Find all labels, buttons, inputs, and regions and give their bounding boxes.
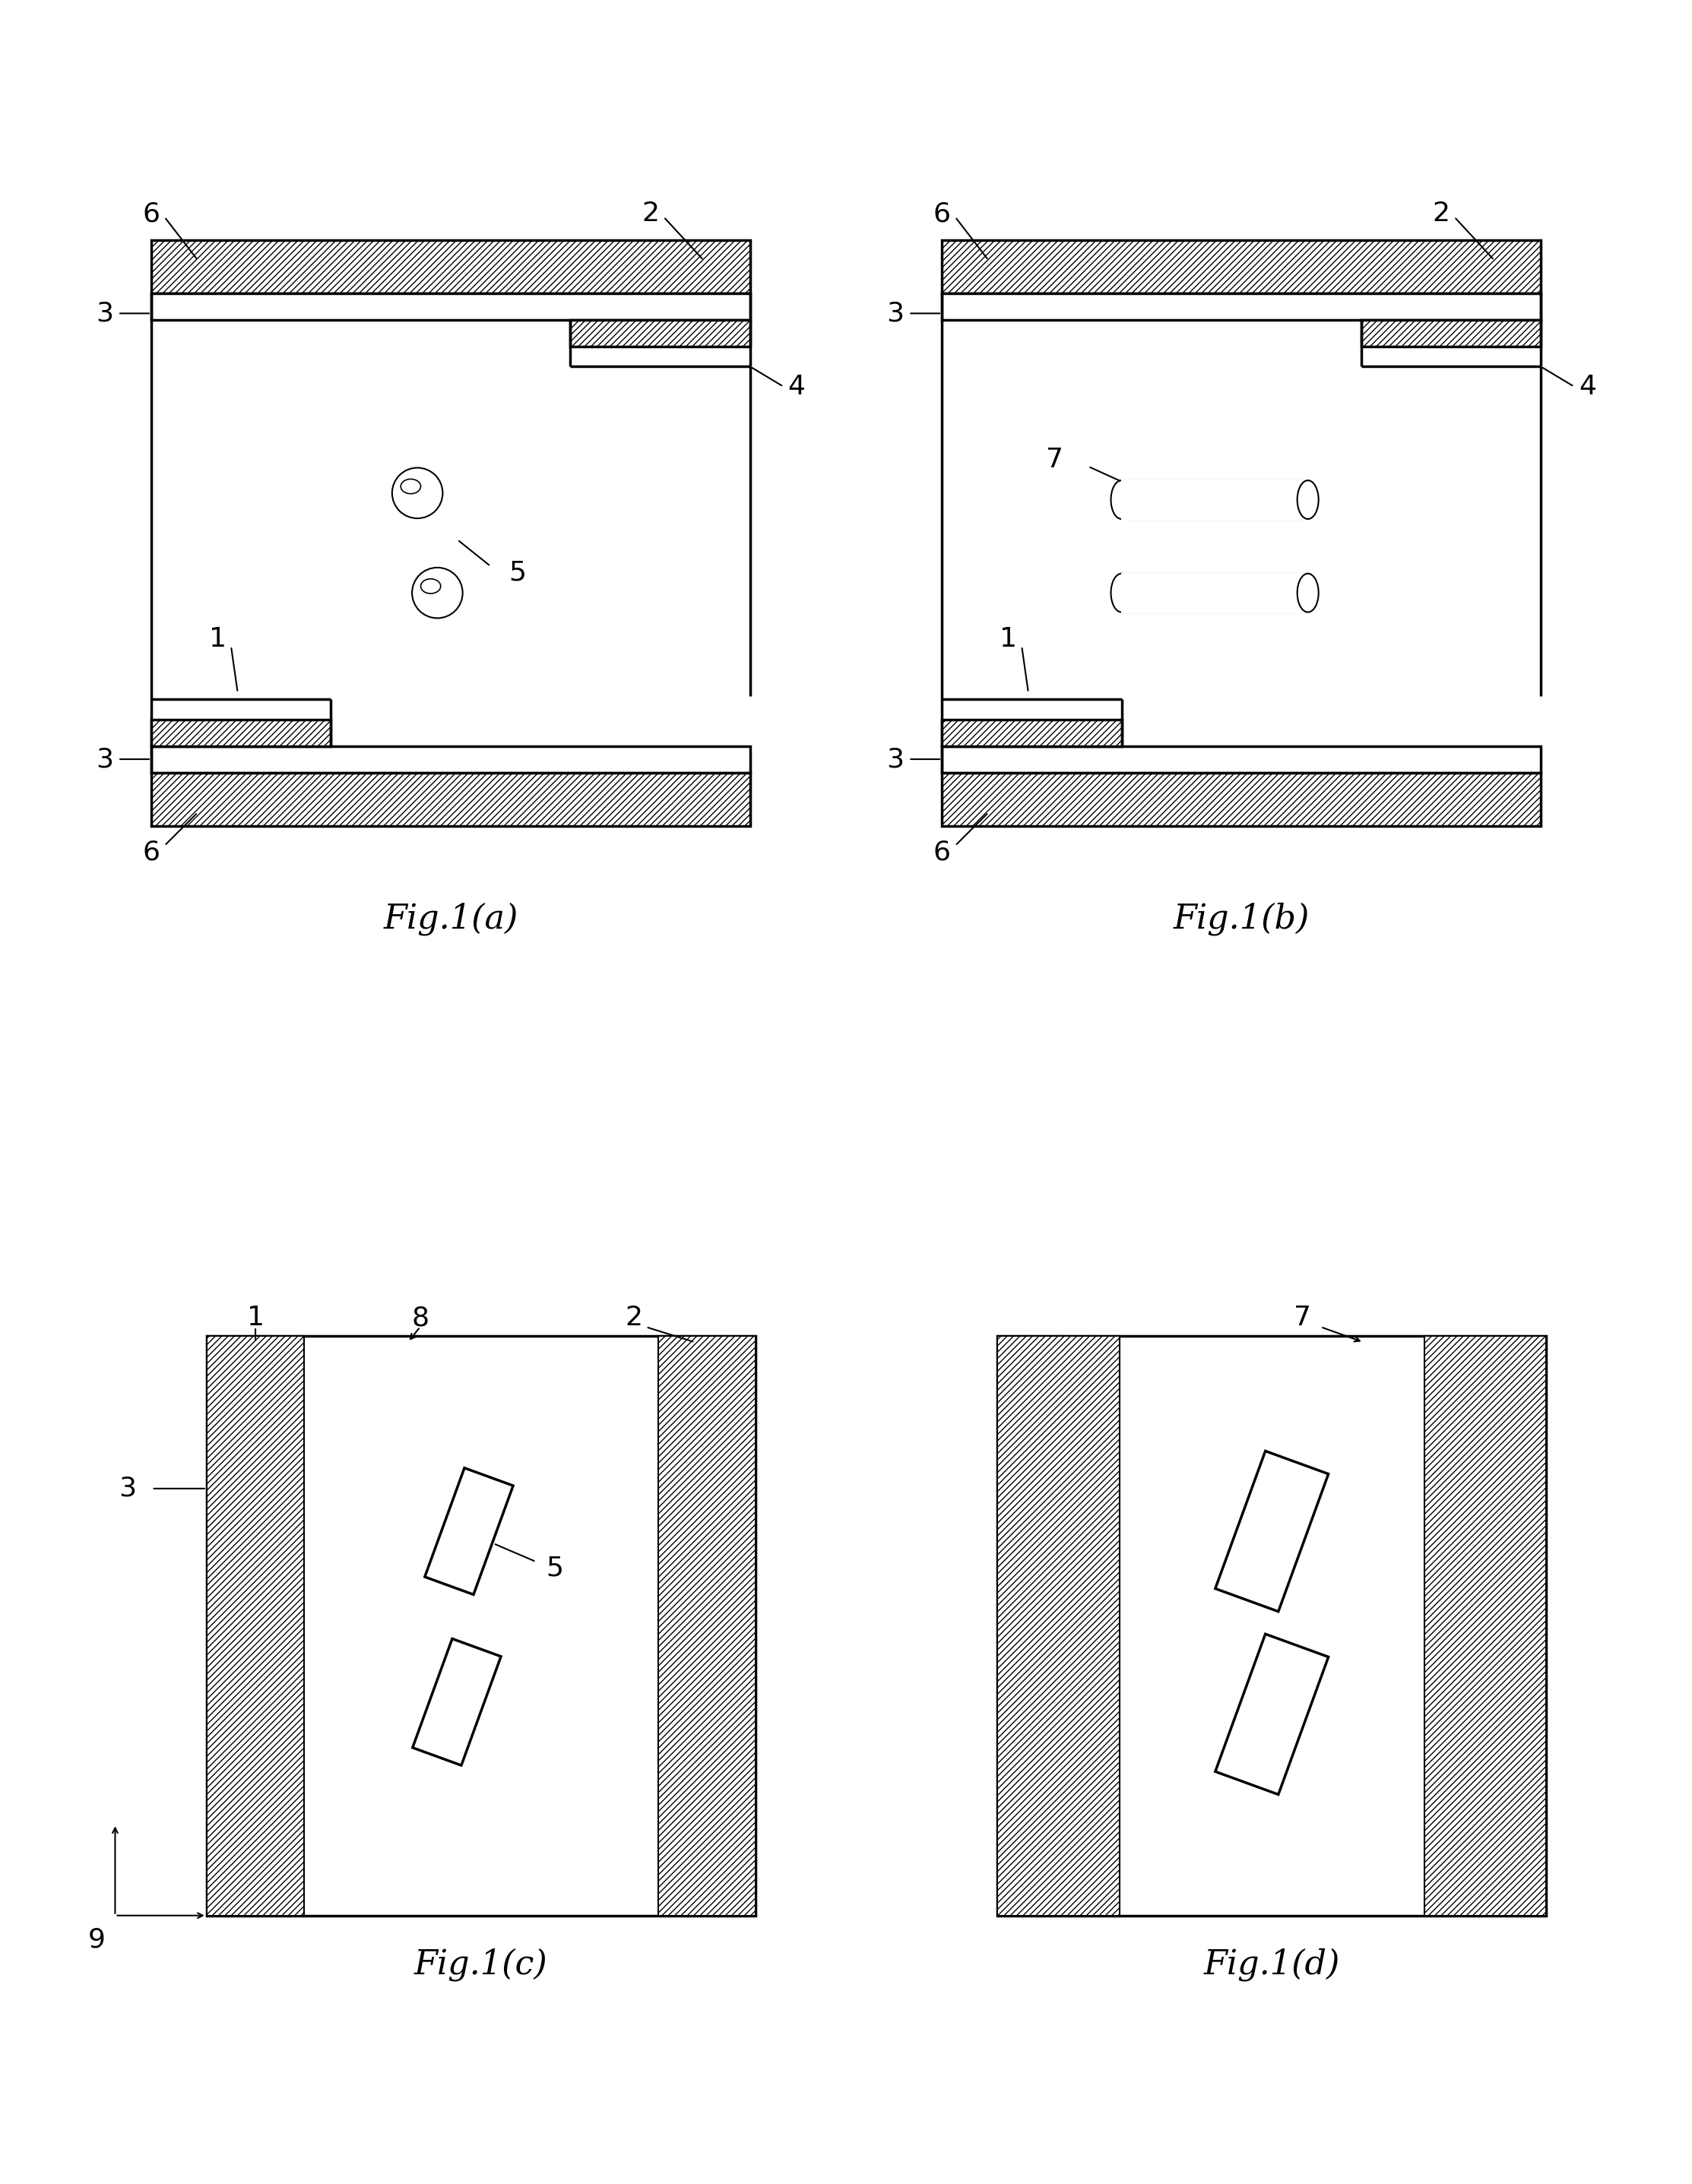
Ellipse shape xyxy=(421,579,440,594)
Bar xyxy=(151,293,750,321)
Bar xyxy=(997,1337,1546,1915)
Bar xyxy=(942,240,1541,293)
Text: 1: 1 xyxy=(210,627,227,653)
Text: 1: 1 xyxy=(247,1304,264,1330)
Text: 4: 4 xyxy=(1579,373,1596,400)
Bar xyxy=(206,1337,305,1915)
Text: Fig.1(b): Fig.1(b) xyxy=(1173,902,1310,935)
Bar xyxy=(1215,1450,1328,1612)
Ellipse shape xyxy=(1298,480,1318,520)
Bar xyxy=(1122,574,1308,612)
Ellipse shape xyxy=(1112,574,1132,612)
Bar xyxy=(206,1337,756,1915)
Text: 2: 2 xyxy=(624,1304,643,1330)
Text: 3: 3 xyxy=(887,301,904,325)
Text: 7: 7 xyxy=(1046,448,1064,472)
Bar xyxy=(413,1638,501,1765)
Circle shape xyxy=(393,467,443,518)
Text: Fig.1(a): Fig.1(a) xyxy=(384,902,518,935)
Text: 8: 8 xyxy=(411,1304,430,1330)
Bar xyxy=(942,293,1541,321)
Bar xyxy=(942,719,1122,747)
Text: 3: 3 xyxy=(887,747,904,773)
Text: 6: 6 xyxy=(932,201,951,227)
Bar xyxy=(151,240,750,293)
Text: 6: 6 xyxy=(932,839,951,865)
Bar xyxy=(425,1468,513,1594)
Text: 3: 3 xyxy=(96,747,113,773)
Text: Fig.1(c): Fig.1(c) xyxy=(415,1948,548,1981)
Bar xyxy=(658,1337,756,1915)
Text: 6: 6 xyxy=(142,201,161,227)
Text: 5: 5 xyxy=(509,559,526,585)
Bar xyxy=(151,773,750,826)
Text: 4: 4 xyxy=(788,373,805,400)
Bar xyxy=(1360,321,1541,347)
Text: Fig.1(d): Fig.1(d) xyxy=(1203,1948,1340,1981)
Text: 3: 3 xyxy=(96,301,113,325)
Text: 2: 2 xyxy=(1431,201,1450,227)
Ellipse shape xyxy=(1112,480,1132,520)
Ellipse shape xyxy=(401,478,421,494)
Text: 9: 9 xyxy=(88,1926,105,1952)
Text: 6: 6 xyxy=(142,839,161,865)
Text: 7: 7 xyxy=(1294,1304,1311,1330)
Bar xyxy=(1122,480,1308,520)
Bar xyxy=(151,719,332,747)
Ellipse shape xyxy=(1298,574,1318,612)
Bar xyxy=(151,747,750,773)
Text: 1: 1 xyxy=(1000,627,1017,653)
Bar xyxy=(942,747,1541,773)
Text: 5: 5 xyxy=(545,1555,563,1581)
Circle shape xyxy=(413,568,462,618)
Text: 2: 2 xyxy=(641,201,660,227)
Bar xyxy=(570,321,750,347)
Bar xyxy=(997,1337,1120,1915)
Bar xyxy=(1425,1337,1546,1915)
Bar xyxy=(942,773,1541,826)
Text: 3: 3 xyxy=(118,1476,135,1500)
Bar xyxy=(1215,1634,1328,1795)
